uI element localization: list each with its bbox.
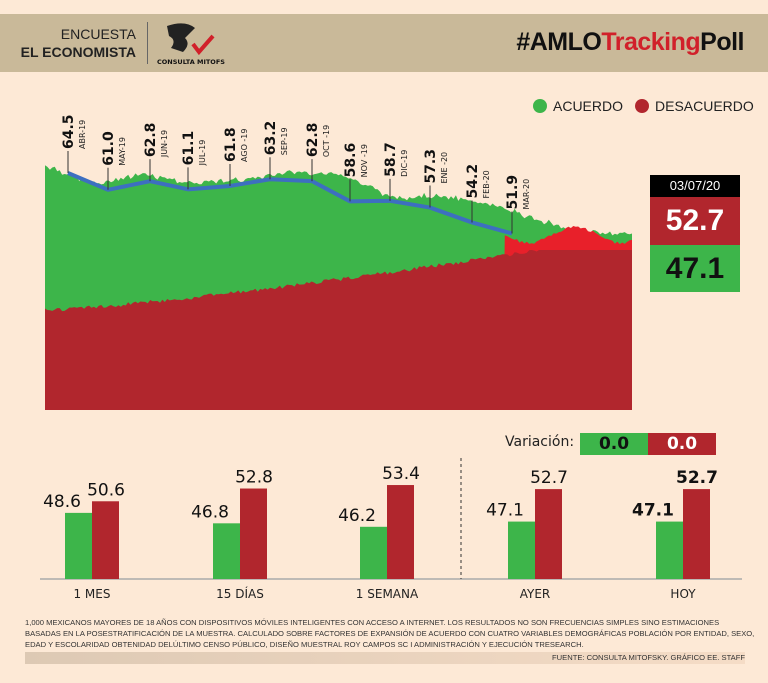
disagree-value-label: 53.4 [382,464,420,484]
publisher-text: EL ECONOMISTA [20,44,136,60]
disagree-bar [387,485,414,579]
month-label: OCT -19 [322,125,331,157]
category-label: HOY [670,587,696,601]
agree-value-label: 46.2 [338,506,376,526]
month-label: MAY-19 [118,137,127,166]
month-label: MAR-20 [522,179,531,210]
point-value-label: 57.3 [423,149,439,184]
month-label: JUL-19 [198,140,207,167]
tracking-chart: 64.5 ABR-19 61.0 MAY-19 62.8 JUN-19 61.1 JUL-19… [45,114,632,410]
variation-disagree: 0.0 [648,433,716,455]
disagree-value-label: 52.7 [530,468,568,488]
disagree-area [45,250,632,410]
disagree-bar [240,488,267,579]
disagree-bar [683,489,710,579]
disagree-value-label: 52.8 [235,468,273,488]
agree-value-label: 47.1 [632,501,674,521]
latest-date: 03/07/20 [650,175,740,197]
month-label: SEP-19 [280,127,289,155]
header-band [0,14,768,72]
disagree-bar [92,501,119,579]
legend-label: DESACUERDO [655,98,754,114]
category-label: AYER [520,587,551,601]
latest-agree: 47.1 [650,245,740,292]
encuesta-text: ENCUESTA [60,26,136,42]
agree-bar [360,526,387,579]
point-value-label: 64.5 [61,114,77,149]
point-value-label: 61.1 [181,131,197,166]
agree-bar [656,521,683,579]
point-value-label: 63.2 [263,121,279,156]
disagree-bar [535,489,562,579]
hashtag-part: Poll [700,28,744,56]
category-label: 15 DÍAS [216,586,264,601]
divider [147,22,148,64]
category-label: 1 MES [73,587,110,601]
point-value-label: 51.9 [505,175,521,210]
point-value-label: 54.2 [465,164,481,199]
point-value-label: 58.6 [343,143,359,178]
agree-bar [213,523,240,579]
variation-label: Variación: [505,434,575,450]
month-label: DIC-19 [400,150,409,177]
disagree-value-label: 52.7 [676,468,718,488]
hashtag-part: Tracking [601,28,701,56]
agree-value-label: 48.6 [43,492,81,512]
comparison-bar-chart: 48.6 50.6 1 MES 46.8 52.8 15 DÍAS 46.2 53.4 1 SE… [40,458,742,601]
mitofsky-logo: CONSULTA MITOFSKY [157,23,225,66]
point-value-label: 61.0 [101,131,117,166]
agree-trend-line [67,171,513,236]
month-label: FEB-20 [482,170,491,198]
disagree-value-label: 50.6 [87,480,125,500]
month-label: JUN-19 [160,130,169,158]
month-label: ENE -20 [440,152,449,184]
variation-agree: 0.0 [580,433,648,455]
legend-agree: ACUERDO [533,98,623,114]
legend-swatch [635,99,649,113]
latest-disagree: 52.7 [650,197,740,245]
footnote: 1,000 MEXICANOS MAYORES DE 18 AÑOS CON D… [25,618,755,649]
source-credit: FUENTE: CONSULTA MITOFSKY. GRÁFICO EE. S… [25,652,745,664]
agree-value-label: 47.1 [486,501,524,521]
agree-value-label: 46.8 [191,502,229,522]
legend-label: ACUERDO [553,98,624,114]
point-value-label: 58.7 [383,142,399,177]
point-value-label: 62.8 [143,123,159,158]
category-label: 1 SEMANA [356,587,419,601]
point-value-label: 62.8 [305,123,321,158]
publisher-label: ENCUESTA EL ECONOMISTA [21,25,136,61]
agree-bar [65,512,92,579]
legend-disagree: DESACUERDO [635,98,754,114]
month-label: NOV -19 [360,144,369,177]
month-label: ABR-19 [78,120,87,149]
hashtag-title: #AMLOTrackingPoll [516,28,744,57]
hashtag-part: #AMLO [516,28,602,56]
svg-text:CONSULTA MITOFSKY: CONSULTA MITOFSKY [157,58,225,66]
legend-swatch [533,99,547,113]
point-value-label: 61.8 [223,127,239,162]
agree-bar [508,521,535,579]
month-label: AGO -19 [240,129,249,162]
